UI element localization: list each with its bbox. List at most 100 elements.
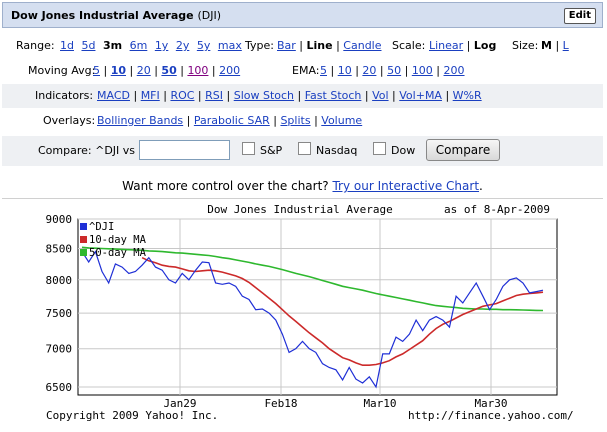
interactive-chart-link[interactable]: Try our Interactive Chart (332, 179, 480, 193)
overlay-option-parabolic-sar[interactable]: Parabolic SAR (193, 114, 270, 127)
series-line-10-day-ma (141, 256, 544, 366)
range-option-1y[interactable]: 1y (154, 39, 169, 52)
ema-option-5[interactable]: 5 (320, 64, 327, 77)
size-option-m[interactable]: M (541, 39, 552, 52)
compare-symbol-input[interactable] (139, 140, 230, 160)
option-separator: | (351, 64, 363, 77)
edit-button[interactable]: Edit (563, 8, 596, 24)
range-options: 1d 5d 3m 6m 1y 2y 5y max (60, 39, 244, 52)
chart-as-of: as of 8-Apr-2009 (444, 203, 550, 216)
ema-option-10[interactable]: 10 (337, 64, 352, 77)
overlay-option-splits[interactable]: Splits (280, 114, 311, 127)
compare-dow-label: Dow (391, 144, 416, 157)
indicators-label: Indicators: (35, 89, 94, 102)
type-option-line[interactable]: Line (306, 39, 333, 52)
range-option-5d[interactable]: 5d (81, 39, 96, 52)
x-tick-label: Mar10 (363, 397, 396, 410)
option-separator: | (294, 89, 305, 102)
y-tick-label: 7000 (46, 343, 73, 356)
ema-label: EMA: (292, 64, 320, 77)
compare-sp-checkbox[interactable] (242, 142, 255, 155)
option-separator: | (310, 114, 322, 127)
indicator-option-fast-stoch[interactable]: Fast Stoch (304, 89, 362, 102)
range-option-2y[interactable]: 2y (175, 39, 190, 52)
scale-option-linear[interactable]: Linear (429, 39, 464, 52)
option-separator: | (388, 89, 400, 102)
ema-option-50[interactable]: 50 (387, 64, 402, 77)
legend-entry: 50-day MA (89, 247, 147, 259)
option-separator: | (401, 64, 412, 77)
legend-entry: 10-day MA (89, 234, 147, 246)
range-row: Range: 1d 5d 3m 6m 1y 2y 5y max Type: Ba… (2, 34, 603, 58)
moving-avg-option-10[interactable]: 10 (110, 64, 127, 77)
legend-swatch (80, 236, 87, 243)
option-separator (124, 39, 128, 52)
indicator-option-roc[interactable]: ROC (170, 89, 195, 102)
indicator-option-vol-ma[interactable]: Vol+MA (399, 89, 442, 102)
x-tick-label: Feb18 (264, 397, 297, 410)
indicator-option-macd[interactable]: MACD (97, 89, 130, 102)
option-separator: | (432, 64, 444, 77)
range-label: Range: (16, 39, 55, 52)
option-separator: | (327, 64, 338, 77)
overlays-options: Bollinger Bands | Parabolic SAR | Splits… (97, 114, 362, 127)
type-option-candle[interactable]: Candle (343, 39, 382, 52)
overlays-label: Overlays: (43, 114, 96, 127)
chart-area: Dow Jones Industrial Average as of 8-Apr… (2, 198, 603, 429)
overlay-option-volume[interactable]: Volume (321, 114, 363, 127)
range-option-1d[interactable]: 1d (60, 39, 74, 52)
indicator-option-w-r[interactable]: W%R (452, 89, 482, 102)
type-option-bar[interactable]: Bar (277, 39, 296, 52)
compare-sp-label: S&P (260, 144, 283, 157)
chart-title: Dow Jones Industrial Average (207, 203, 392, 216)
range-option-6m[interactable]: 6m (129, 39, 148, 52)
moving-avg-options: 5 | 10 | 20 | 50 | 100 | 200 (93, 64, 240, 77)
plot-frame (77, 218, 558, 396)
range-option-max[interactable]: max (217, 39, 242, 52)
option-separator (212, 39, 216, 52)
chart-source-url: http://finance.yahoo.com/ (408, 409, 574, 422)
ticker-symbol: (DJI) (197, 9, 221, 22)
compare-nasdaq-checkbox[interactable] (298, 142, 311, 155)
price-chart: Dow Jones Industrial Average as of 8-Apr… (46, 203, 574, 422)
indicator-option-vol[interactable]: Vol (372, 89, 389, 102)
moving-avg-option-100[interactable]: 100 (187, 64, 209, 77)
moving-avg-option-5[interactable]: 5 (93, 64, 100, 77)
range-option-3m[interactable]: 3m (102, 39, 123, 52)
moving-avg-label: Moving Avg: (28, 64, 96, 77)
legend-entry: ^DJI (89, 221, 114, 233)
moving-avg-row: Moving Avg: 5 | 10 | 20 | 50 | 100 | 200… (2, 59, 603, 83)
compare-button[interactable]: Compare (426, 139, 500, 161)
scale-option-log[interactable]: Log (473, 39, 497, 52)
moving-avg-option-50[interactable]: 50 (161, 64, 177, 77)
compare-dow-checkbox[interactable] (373, 142, 386, 155)
size-option-l[interactable]: L (562, 39, 569, 52)
size-label: Size: (512, 39, 539, 52)
option-separator: | (441, 89, 453, 102)
overlay-option-bollinger-bands[interactable]: Bollinger Bands (97, 114, 184, 127)
indicator-option-rsi[interactable]: RSI (205, 89, 224, 102)
scale-options: Linear | Log (429, 39, 496, 52)
ema-option-100[interactable]: 100 (411, 64, 433, 77)
option-separator: | (129, 89, 141, 102)
indicators-row: Indicators: MACD | MFI | ROC | RSI | Slo… (2, 84, 603, 108)
moving-avg-option-200[interactable]: 200 (219, 64, 241, 77)
indicator-option-mfi[interactable]: MFI (140, 89, 160, 102)
x-tick-label: Jan29 (163, 397, 196, 410)
range-option-5y[interactable]: 5y (196, 39, 211, 52)
ema-option-200[interactable]: 200 (443, 64, 465, 77)
moving-avg-option-20[interactable]: 20 (136, 64, 151, 77)
ema-option-20[interactable]: 20 (362, 64, 377, 77)
indicator-option-slow-stoch[interactable]: Slow Stoch (233, 89, 295, 102)
legend-swatch (80, 223, 87, 230)
option-separator (170, 39, 174, 52)
option-separator: | (361, 89, 373, 102)
option-separator: | (159, 89, 171, 102)
option-separator (97, 39, 101, 52)
x-tick-label: Mar30 (474, 397, 507, 410)
option-separator (149, 39, 153, 52)
interactive-chart-promo: Want more control over the chart? Try ou… (122, 179, 483, 193)
legend-swatch (80, 249, 87, 256)
page-title: Dow Jones Industrial Average (DJI) (11, 9, 221, 22)
y-tick-label: 8500 (46, 243, 73, 256)
